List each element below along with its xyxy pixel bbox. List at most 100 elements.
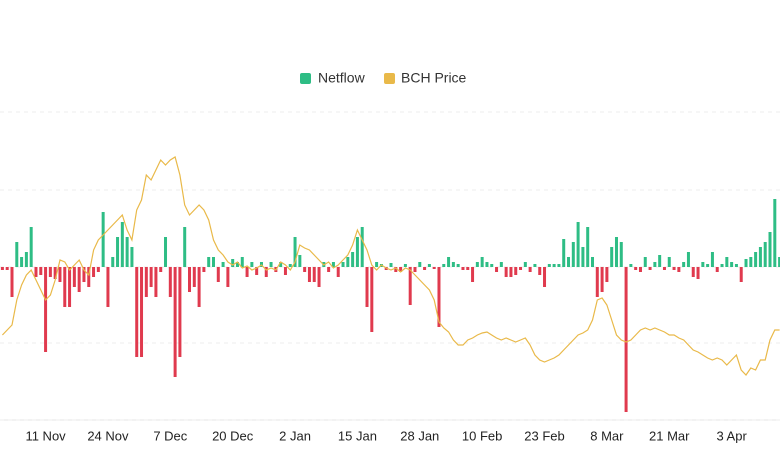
bar [653,262,657,267]
bar [116,237,120,267]
bar [34,267,38,277]
bar [288,264,292,267]
bar [77,267,81,292]
bar [178,267,182,357]
bar [523,262,527,267]
bar [725,257,729,267]
x-tick-label: 24 Nov [87,428,129,443]
bar [706,264,710,267]
x-tick-label: 8 Mar [590,428,624,443]
bar [72,267,76,287]
bar [658,255,662,267]
bar [538,267,542,275]
bar [125,237,129,267]
bar [490,264,494,267]
bar [293,237,297,267]
bar [447,257,451,267]
bar [466,267,470,270]
bar [144,267,148,297]
bar [730,262,734,267]
bar [183,227,187,267]
x-tick-label: 28 Jan [400,428,439,443]
bar [298,255,302,267]
bar [571,242,575,267]
bar [456,264,460,267]
x-tick-label: 10 Feb [462,428,502,443]
bar [485,262,489,267]
x-tick-label: 23 Feb [524,428,564,443]
bar [610,247,614,267]
bar [495,267,499,272]
bar [24,252,28,267]
x-tick-label: 20 Dec [212,428,254,443]
bar [682,262,686,267]
bar [159,267,163,272]
bar [269,262,273,267]
bar [749,257,753,267]
bar [140,267,144,357]
bar [461,267,465,270]
bar [590,257,594,267]
x-tick-label: 15 Jan [338,428,377,443]
legend-label: BCH Price [401,70,467,86]
bar [418,262,422,267]
bar [734,264,738,267]
bar [451,262,455,267]
bar [437,267,441,327]
legend-swatch [384,73,395,84]
bar [58,267,62,282]
bar [240,257,244,267]
bar [82,267,86,282]
x-tick-label: 11 Nov [25,428,66,443]
bar [5,267,9,270]
bar [408,267,412,305]
bar [576,222,580,267]
bar [754,252,758,267]
bar [509,267,513,277]
bar [427,264,431,267]
bar [552,264,556,267]
bar [423,267,427,270]
bar [336,267,340,277]
bar [15,242,19,267]
bar [691,267,695,277]
bar [475,262,479,267]
bar [231,259,235,267]
bar [605,267,609,282]
bar [192,267,196,287]
bar [221,262,225,267]
bar [303,267,307,272]
bar [763,242,767,267]
bar [672,267,676,270]
bar [528,267,532,272]
bar [197,267,201,307]
bar [173,267,177,377]
bar [327,267,331,272]
bar [696,267,700,279]
bar [533,264,537,267]
bar [739,267,743,282]
bar [130,247,134,267]
bar [586,227,590,267]
bar [101,212,105,267]
bar [543,267,547,287]
bar [744,259,748,267]
bar [317,267,321,287]
bar [63,267,67,307]
bar [264,267,268,277]
bar [164,237,168,267]
bar [202,267,206,272]
bar [351,252,355,267]
bar [499,262,503,267]
price-line [1,156,780,376]
bar [312,267,316,282]
bar [226,267,230,287]
bar [562,239,566,267]
bar [614,237,618,267]
bar [250,262,254,267]
bar [68,267,72,307]
bar [283,267,287,275]
bar [629,264,633,267]
bar [235,262,239,267]
bar [389,263,393,267]
